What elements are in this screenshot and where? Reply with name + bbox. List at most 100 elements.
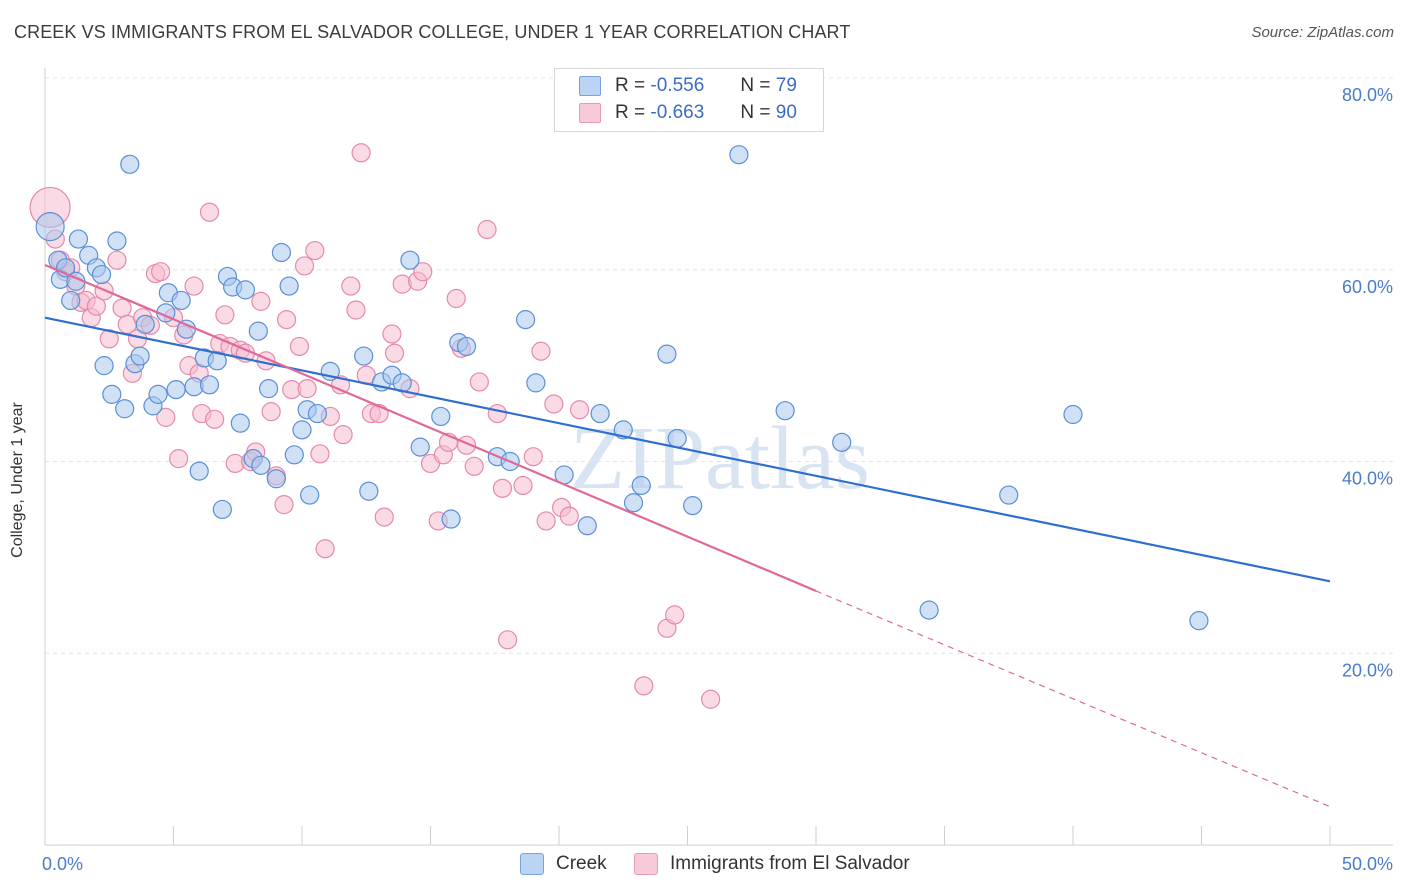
salvador-point <box>544 394 564 414</box>
creek-point <box>166 379 186 400</box>
salvador-point <box>289 336 310 357</box>
creek-point <box>212 499 232 520</box>
salvador-point <box>305 240 325 261</box>
creek-point <box>999 485 1019 505</box>
creek-point <box>251 455 271 475</box>
salvador-point <box>446 288 466 309</box>
axes <box>44 68 1393 846</box>
legend-row-salvador: R = -0.663 N = 90 <box>579 101 797 125</box>
creek-point <box>300 485 320 505</box>
salvador-point <box>274 495 294 515</box>
salvador-trend-extension <box>815 590 1331 808</box>
salvador-trend-line <box>44 263 817 592</box>
creek-point <box>91 264 112 285</box>
salvador-point <box>156 407 176 427</box>
y-tick-label: 40.0% <box>1342 469 1393 489</box>
trend-lines <box>44 263 1331 808</box>
creek-point <box>266 469 286 489</box>
salvador-point <box>413 262 433 282</box>
creek-point <box>1189 611 1209 631</box>
salvador-point <box>169 449 189 469</box>
bottom-legend-creek: Creek <box>520 852 607 876</box>
creek-point <box>258 379 279 399</box>
legend-r-label: R = <box>615 75 646 96</box>
creek-point <box>623 493 644 513</box>
salvador-point <box>112 298 132 318</box>
salvador-point <box>382 324 402 344</box>
creek-point <box>189 461 209 481</box>
salvador-point <box>513 475 533 496</box>
creek-point <box>667 428 687 449</box>
legend-row-creek: R = -0.556 N = 79 <box>579 74 797 98</box>
creek-point <box>359 481 379 501</box>
salvador-point <box>199 202 220 222</box>
creek-point <box>271 242 292 263</box>
salvador-point <box>569 400 590 420</box>
creek-point <box>94 356 114 376</box>
salvador-point <box>205 409 225 429</box>
legend-r-value: -0.663 <box>650 102 705 123</box>
salvador-point <box>107 250 127 270</box>
creek-point <box>431 406 451 427</box>
legend-n-value: 90 <box>775 102 797 123</box>
creek-points <box>35 145 1209 631</box>
creek-legend-swatch <box>520 853 544 875</box>
salvador-point <box>184 276 204 296</box>
salvador-point <box>701 689 721 709</box>
salvador-point <box>310 444 330 464</box>
salvador-point <box>276 310 297 330</box>
creek-point <box>657 344 677 364</box>
creek-point <box>307 403 328 424</box>
chart-title: CREEK VS IMMIGRANTS FROM EL SALVADOR COL… <box>14 22 851 42</box>
salvador-point <box>333 425 353 445</box>
creek-point <box>590 403 610 424</box>
salvador-swatch <box>579 103 601 123</box>
watermark: ZIPatlas <box>570 409 870 508</box>
creek-point <box>410 437 430 457</box>
salvador-point <box>351 143 371 163</box>
salvador-point <box>297 379 317 399</box>
creek-point <box>199 375 220 395</box>
grid-lines <box>45 77 1393 654</box>
creek-point <box>171 290 191 311</box>
creek-point <box>68 229 89 249</box>
salvador-point <box>469 372 489 392</box>
creek-point <box>284 445 304 465</box>
legend-n-label: N = <box>740 75 771 96</box>
salvador-point <box>536 511 556 531</box>
salvador-point <box>523 447 543 467</box>
creek-point <box>441 509 461 529</box>
x-tick-label: 50.0% <box>1342 854 1393 874</box>
creek-point <box>577 516 597 536</box>
creek-point <box>1063 404 1083 425</box>
salvador-point <box>374 507 394 527</box>
salvador-legend-label: Immigrants from El Salvador <box>670 853 910 874</box>
salvador-point <box>86 296 107 316</box>
salvador-point <box>487 403 507 424</box>
y-tick-label: 20.0% <box>1342 660 1393 680</box>
salvador-point <box>251 291 271 311</box>
salvador-point <box>492 478 513 498</box>
salvador-point <box>341 276 361 296</box>
creek-point <box>832 432 852 452</box>
creek-point <box>135 314 155 334</box>
salvador-point <box>151 262 171 282</box>
salvador-point <box>261 402 281 422</box>
salvador-point <box>559 506 579 526</box>
creek-point <box>120 154 140 174</box>
bottom-legend-salvador: Immigrants from El Salvador <box>634 852 910 876</box>
tick-labels: 20.0% 40.0% 60.0% 80.0% 0.0% 50.0% <box>42 85 1393 874</box>
creek-point <box>400 250 420 270</box>
creek-point <box>61 290 81 311</box>
creek-point <box>515 310 536 330</box>
correlation-legend: R = -0.556 N = 79 R = -0.663 N = 90 <box>554 68 824 132</box>
creek-point <box>292 420 312 440</box>
legend-n-value: 79 <box>775 75 797 96</box>
creek-point <box>35 212 65 242</box>
creek-point <box>248 321 268 341</box>
creek-point <box>526 373 546 393</box>
salvador-point <box>315 539 335 559</box>
salvador-point <box>477 219 497 240</box>
creek-point <box>148 384 168 404</box>
salvador-point <box>464 456 484 476</box>
